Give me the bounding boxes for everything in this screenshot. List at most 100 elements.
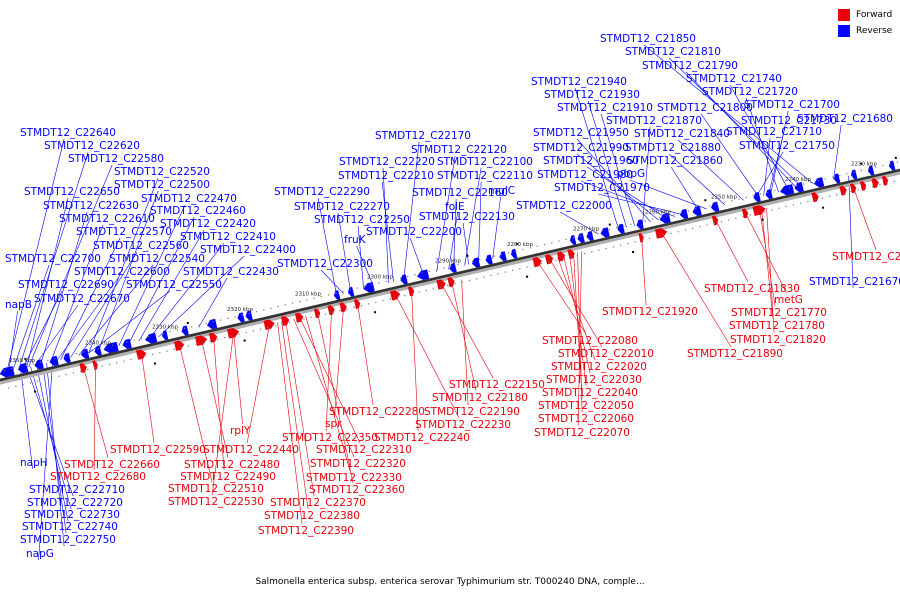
- gene-label: STMDT12_C22350: [282, 432, 378, 444]
- scale-dot: [821, 197, 823, 199]
- leader-line: [755, 151, 784, 198]
- scale-dot: [663, 234, 665, 236]
- scale-dot: [756, 212, 759, 214]
- leader-line: [600, 113, 635, 226]
- scale-dot: [759, 193, 762, 195]
- feature-mark: [24, 357, 27, 360]
- scale-dot: [231, 335, 233, 337]
- gene-label: STMDT12_C22190: [424, 406, 520, 418]
- gene-label: STMDT12_C21720: [702, 86, 798, 98]
- gene-arrow: [206, 318, 218, 330]
- leader-line: [88, 177, 159, 354]
- leader-line: [285, 320, 315, 497]
- scale-dot: [155, 334, 157, 336]
- feature-mark: [186, 322, 189, 325]
- gene-label: STMDT12_C21770: [731, 307, 827, 319]
- gene-label: folE: [445, 201, 465, 213]
- scale-dot: [25, 364, 27, 366]
- scale-dot: [846, 173, 848, 175]
- gene-arrow: [850, 169, 858, 180]
- gene-arrow: [449, 262, 457, 273]
- gene-label: STMDT12_C22410: [180, 231, 276, 243]
- scale-dot: [450, 265, 452, 267]
- leader-line: [573, 253, 583, 400]
- scale-ticks: 2350 kbp 2340 kbp 2330 kbp 2320 kbp 2310 kbp…: [3, 161, 898, 389]
- leader-line: [685, 71, 797, 189]
- gene-label: STMDT12_C22330: [306, 472, 402, 484]
- scale-dot: [828, 195, 831, 198]
- scale-dot: [111, 344, 114, 346]
- scale-dot: [313, 297, 315, 299]
- forward-swatch: [838, 9, 850, 21]
- gene-label: STMDT12_C22240: [374, 432, 470, 444]
- scale-dot: [540, 263, 543, 265]
- scale-dot: [745, 196, 747, 198]
- gene-arrow: [103, 341, 119, 354]
- leader-line: [40, 211, 88, 365]
- gene-label: STMDT12_C22530: [168, 496, 264, 508]
- leader-line: [128, 216, 195, 344]
- gene-label: STMDT12_C22370: [270, 497, 366, 509]
- scale-dot: [454, 283, 456, 285]
- scale-dot: [839, 174, 841, 177]
- gene-label: STMDT12_C21820: [730, 334, 826, 346]
- scale-dot: [65, 373, 67, 376]
- leader-line: [277, 322, 303, 525]
- gene-arrow: [888, 160, 896, 171]
- feature-mark: [608, 223, 611, 226]
- scale-dot: [630, 223, 632, 225]
- feature-mark: [34, 390, 37, 393]
- scale-dot: [90, 349, 92, 351]
- leader-line: [337, 212, 351, 293]
- gene-label: STMDT12_C22020: [551, 361, 647, 373]
- scale-dot: [97, 347, 99, 350]
- leader-line: [213, 337, 225, 471]
- gene-label: STMDT12_C22600: [74, 266, 170, 278]
- scale-dot: [670, 232, 672, 235]
- gene-label: STMDT12_C21870: [606, 115, 702, 127]
- leader-line: [141, 354, 155, 444]
- scale-dot: [3, 369, 6, 372]
- scale-dot: [723, 201, 726, 204]
- scale-dot: [22, 384, 24, 386]
- scale-dot: [284, 304, 286, 306]
- scale-dot: [572, 237, 574, 239]
- leader-line: [317, 313, 354, 484]
- leader-line: [436, 155, 456, 273]
- scale-dot: [587, 233, 589, 235]
- leader-line: [451, 281, 477, 392]
- scale-dot: [281, 323, 283, 325]
- scale-dot: [468, 279, 471, 282]
- gene-label: STMDT12_C22000: [516, 200, 612, 212]
- scale-dot: [648, 237, 651, 240]
- legend: Forward Reverse: [838, 7, 892, 39]
- scale-dot: [68, 354, 70, 356]
- scale-dot: [493, 255, 495, 257]
- gene-arrow: [0, 366, 15, 378]
- gene-label: napG: [26, 548, 54, 560]
- gene-arrow: [710, 201, 720, 212]
- scale-dot: [356, 287, 358, 289]
- gene-label: STMDT12_C21890: [687, 348, 783, 360]
- gene-arrow: [161, 330, 169, 341]
- scale-dot: [695, 208, 697, 210]
- scale-dot: [850, 190, 852, 193]
- gene-arrow: [586, 230, 594, 241]
- scale-dot: [666, 215, 668, 217]
- feature-mark: [822, 206, 825, 209]
- gene-label: STMDT12_C22730: [24, 509, 120, 521]
- scale-dot: [788, 186, 790, 188]
- gene-arrow: [577, 233, 585, 244]
- leader-line: [18, 151, 89, 370]
- gene-label: STMDT12_C22180: [432, 392, 528, 404]
- gene-label: STMDT12_C22580: [68, 153, 164, 165]
- scale-dot: [716, 203, 718, 205]
- scale-dot: [440, 286, 442, 288]
- gene-label: STMDT12_C22130: [419, 211, 515, 223]
- scale-dot: [342, 290, 344, 293]
- leader-line: [587, 100, 627, 228]
- scale-dot: [126, 341, 128, 343]
- scale-dot: [349, 289, 351, 291]
- scale-dot: [291, 302, 294, 304]
- gene-label: STMDT12_C21790: [642, 60, 738, 72]
